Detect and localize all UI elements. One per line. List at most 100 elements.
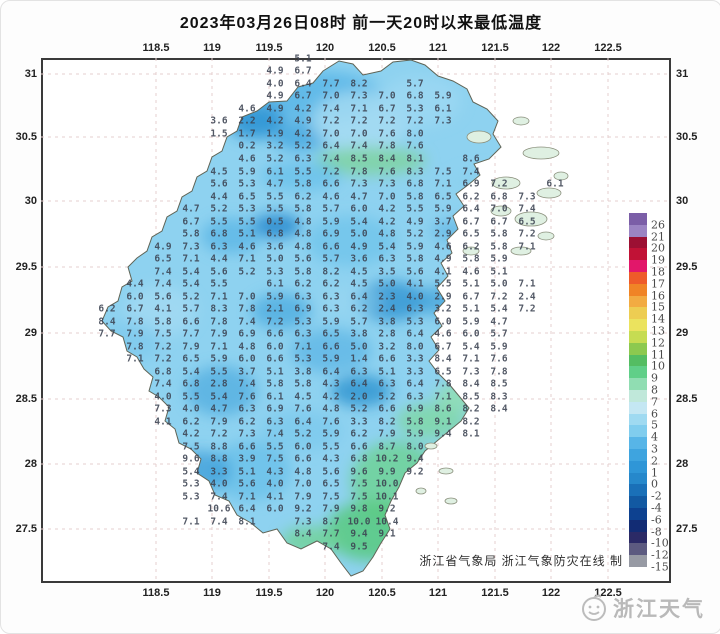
lon-tick-top: 121 xyxy=(428,42,448,54)
station-temperature-value: 8.8 xyxy=(210,453,228,465)
station-temperature-value: 5.3 xyxy=(266,266,284,278)
station-temperature-value: 7.4 xyxy=(238,378,256,390)
legend-color-cell xyxy=(629,331,647,343)
station-temperature-value: 5.5 xyxy=(210,216,228,228)
station-temperature-value: 5.6 xyxy=(238,478,256,490)
legend-color-cell xyxy=(629,319,647,331)
station-temperature-value: 1.4 xyxy=(350,353,368,365)
station-temperature-value: 4.1 xyxy=(266,491,284,503)
station-temperature-value: 5.8 xyxy=(294,178,312,190)
station-temperature-value: 5.1 xyxy=(462,278,480,290)
lat-tick-right: 27.5 xyxy=(676,523,698,535)
station-temperature-value: 6.5 xyxy=(182,353,200,365)
station-temperature-value: 8.3 xyxy=(210,303,228,315)
station-temperature-value: 7.4 xyxy=(322,153,340,165)
legend-color-cell xyxy=(629,354,647,367)
station-temperature-value: 3.9 xyxy=(238,453,256,465)
legend-value-label: -12 xyxy=(651,548,669,562)
lon-tick-bottom: 120 xyxy=(315,587,335,599)
station-temperature-value: 5.5 xyxy=(266,203,284,215)
station-temperature-value: 7.6 xyxy=(238,391,256,403)
station-temperature-value: 5.7 xyxy=(350,316,368,328)
station-temperature-value: 7.8 xyxy=(434,378,452,390)
lat-tick-left: 30 xyxy=(24,195,37,207)
station-temperature-value: 6.4 xyxy=(406,328,424,340)
station-temperature-value: 5.9 xyxy=(462,316,480,328)
station-temperature-value: 5.3 xyxy=(294,353,312,365)
station-temperature-value: 8.2 xyxy=(322,266,340,278)
station-temperature-value: 7.3 xyxy=(350,90,368,102)
station-temperature-value: 7.3 xyxy=(462,366,480,378)
station-temperature-value: 2.4 xyxy=(518,291,536,303)
station-temperature-value: 6.5 xyxy=(462,228,480,240)
station-temperature-value: 7.2 xyxy=(322,166,340,178)
station-temperature-value: 6.7 xyxy=(126,303,144,315)
attribution-text: 浙江省气象局 浙江气象防灾在线 制 xyxy=(419,554,623,568)
station-temperature-value: 6.8 xyxy=(182,378,200,390)
station-temperature-value: 6.2 xyxy=(322,278,340,290)
lon-tick-bottom: 119.5 xyxy=(255,587,283,599)
legend-color-cell xyxy=(629,307,647,320)
station-temperature-value: 6.8 xyxy=(154,366,172,378)
legend-color-cell xyxy=(629,213,647,225)
station-temperature-value: 7.6 xyxy=(378,128,396,140)
station-temperature-value: 8.0 xyxy=(406,128,424,140)
legend-value-label: 26 xyxy=(651,218,665,232)
station-temperature-value: 6.3 xyxy=(294,153,312,165)
station-temperature-value: 7.0 xyxy=(322,90,340,102)
station-temperature-value: 6.0 xyxy=(238,353,256,365)
station-temperature-value: 7.4 xyxy=(154,378,172,390)
station-temperature-value: 7.8 xyxy=(238,303,256,315)
station-temperature-value: 6.7 xyxy=(182,216,200,228)
station-temperature-value: 3.3 xyxy=(210,466,228,478)
station-temperature-value: 6.8 xyxy=(490,191,508,203)
station-temperature-value: 5.9 xyxy=(490,341,508,353)
station-temperature-value: 7.8 xyxy=(350,166,368,178)
lon-tick-top: 119.5 xyxy=(255,42,283,54)
station-temperature-value: 7.3 xyxy=(238,428,256,440)
station-temperature-value: 8.4 xyxy=(462,378,480,390)
legend-color-cell xyxy=(629,295,647,308)
station-temperature-value: 7.8 xyxy=(490,366,508,378)
station-temperature-value: 8.1 xyxy=(406,153,424,165)
station-temperature-value: 5.2 xyxy=(182,291,200,303)
station-temperature-value: 7.3 xyxy=(154,403,172,415)
station-temperature-value: 5.4 xyxy=(350,216,368,228)
station-temperature-value: 5.4 xyxy=(490,303,508,315)
station-temperature-value: 7.3 xyxy=(182,241,200,253)
station-temperature-value: 7.0 xyxy=(378,191,396,203)
station-temperature-value: 7.4 xyxy=(322,103,340,115)
station-temperature-value: 6.6 xyxy=(266,353,284,365)
lat-tick-left: 31 xyxy=(24,68,37,80)
station-temperature-value: 7.1 xyxy=(238,253,256,265)
station-temperature-value: 2.3 xyxy=(378,291,396,303)
station-temperature-value: 9.2 xyxy=(294,503,312,515)
station-temperature-value: 6.9 xyxy=(266,403,284,415)
lat-tick-right: 30 xyxy=(676,195,689,207)
station-temperature-value: 4.2 xyxy=(182,428,200,440)
station-temperature-value: 2.8 xyxy=(210,378,228,390)
station-temperature-value: 4.0 xyxy=(266,78,284,90)
station-temperature-value: 9.9 xyxy=(378,466,396,478)
station-temperature-value: 4.5 xyxy=(350,278,368,290)
station-temperature-value: 3.8 xyxy=(294,366,312,378)
legend-color-cell xyxy=(629,401,647,414)
station-temperature-value: 8.7 xyxy=(322,516,340,528)
station-temperature-value: 7.0 xyxy=(294,478,312,490)
station-temperature-value: 4.8 xyxy=(294,228,312,240)
station-temperature-value: 6.1 xyxy=(434,103,452,115)
station-temperature-value: 4.2 xyxy=(266,115,284,127)
station-temperature-value: 7.2 xyxy=(378,115,396,127)
legend-color-cell xyxy=(629,260,647,272)
station-temperature-value: 5.6 xyxy=(406,266,424,278)
station-temperature-value: 5.3 xyxy=(294,316,312,328)
station-temperature-value: 4.3 xyxy=(322,378,340,390)
station-temperature-value: 6.3 xyxy=(294,328,312,340)
lon-tick-bottom: 121 xyxy=(428,587,448,599)
station-temperature-value: 7.8 xyxy=(378,140,396,152)
station-temperature-value: 6.9 xyxy=(238,328,256,340)
station-temperature-value: 5.6 xyxy=(210,266,228,278)
station-temperature-value: 4.5 xyxy=(294,391,312,403)
station-temperature-value: 4.6 xyxy=(238,103,256,115)
station-temperature-value: 4.8 xyxy=(294,241,312,253)
